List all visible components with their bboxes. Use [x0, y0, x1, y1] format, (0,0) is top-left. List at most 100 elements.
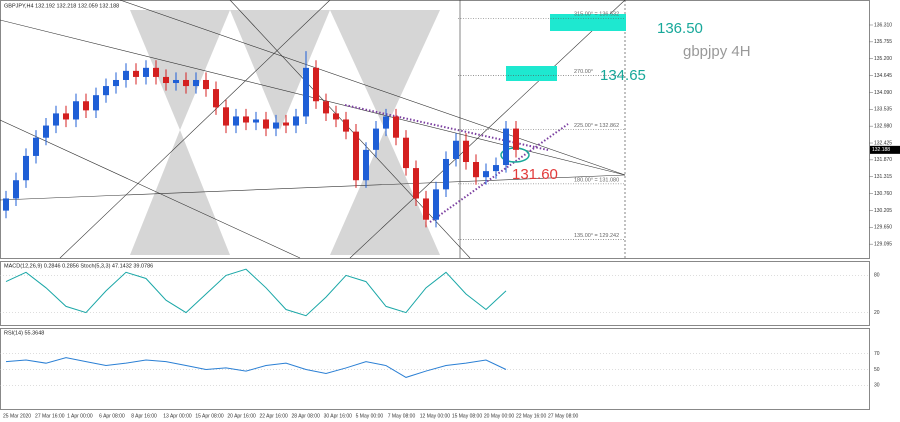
y-tick-label: 130.205 [874, 208, 892, 214]
y-tick-label: 132.980 [874, 123, 892, 129]
candle-body [133, 70, 139, 77]
fan-line [0, 174, 626, 201]
triangle [330, 10, 440, 130]
y-tick-label: 135.755 [874, 39, 892, 45]
candle-body [253, 119, 259, 123]
candle-body [33, 137, 39, 156]
y-tick-label: 129.095 [874, 242, 892, 248]
candle-body [203, 79, 209, 90]
candle-body [93, 95, 99, 111]
fan-line [0, 119, 301, 259]
candle-body [193, 79, 199, 87]
candle-body [223, 107, 229, 126]
candle-body [73, 101, 79, 120]
candle-body [303, 67, 309, 117]
trendlines [344, 104, 569, 223]
indicator-line [5, 268, 507, 317]
candle-body [473, 162, 479, 178]
x-tick-label: 22 Apr 16:00 [259, 413, 288, 419]
x-tick-label: 13 Apr 00:00 [163, 413, 192, 419]
candle-body [243, 116, 249, 123]
y-tick-label: 135.200 [874, 56, 892, 62]
y-tick-label: 132.425 [874, 140, 892, 146]
triangle [230, 10, 330, 130]
indicator-line [5, 357, 507, 378]
candle-body [493, 165, 499, 172]
candle-body [173, 79, 179, 84]
candle-body [393, 116, 399, 138]
candle-body [53, 113, 59, 126]
candle-body [123, 70, 129, 80]
x-tick-label: 15 Apr 08:00 [195, 413, 224, 419]
annotation: 134.65 [600, 67, 646, 84]
level-label: 135.00° = 129.242 [574, 233, 619, 239]
x-tick-label: 27 May 08:00 [548, 413, 579, 419]
candle-body [463, 140, 469, 163]
oscillator-pane [0, 261, 870, 326]
fan-line [229, 0, 471, 259]
candle-body [413, 168, 419, 199]
annotation: gbpjpy 4H [683, 43, 751, 60]
x-tick-label: 30 Apr 16:00 [324, 413, 353, 419]
fan-line [349, 0, 626, 259]
candle-body [363, 149, 369, 181]
level-label: 315.00° = 136.532 [574, 12, 619, 18]
candle-body [353, 131, 359, 181]
candle-body [373, 128, 379, 150]
x-tick-label: 12 May 00:00 [420, 413, 451, 419]
y-tick-label: 134.645 [874, 73, 892, 79]
candle-body [23, 155, 29, 181]
candle-body [343, 119, 349, 132]
candle-body [383, 116, 389, 129]
x-tick-label: 22 May 16:00 [516, 413, 547, 419]
y-tick-label: 80 [874, 273, 880, 279]
x-tick-label: 27 Mar 16:00 [35, 413, 65, 419]
last-price-box [870, 145, 900, 154]
triangle [330, 130, 440, 255]
candle-body [273, 122, 279, 129]
x-tick-label: 7 May 08:00 [388, 413, 416, 419]
x-tick-label: 15 May 08:00 [452, 413, 483, 419]
last-price: 132.188 [872, 147, 890, 153]
oscillator-title: MACD(12,26,9) 0.2846 0.2856 Stoch(5,3,3)… [4, 263, 153, 269]
x-tick-label: 20 May 00:00 [484, 413, 515, 419]
annotation: 136.50 [657, 20, 703, 37]
candle-body [443, 158, 449, 190]
candle-body [483, 171, 489, 178]
candle-body [13, 180, 19, 199]
y-tick-label: 20 [874, 310, 880, 316]
candle-body [103, 86, 109, 96]
fan-line [119, 0, 626, 176]
candle-body [163, 76, 169, 84]
main-pane [0, 0, 870, 259]
candle-body [43, 125, 49, 138]
candle-body [283, 122, 289, 126]
y-tick-label: 50 [874, 367, 880, 373]
candle-body [423, 198, 429, 220]
candle-body [263, 119, 269, 129]
level-label: 225.00° = 132.862 [574, 123, 619, 129]
fan-line [59, 0, 331, 259]
candle-body [213, 89, 219, 108]
rsi-title: RSI(14) 55.3648 [4, 330, 44, 336]
candle-body [403, 137, 409, 169]
candle-body [513, 128, 519, 150]
candle-body [143, 67, 149, 77]
level-label: 180.00° = 131.080 [574, 177, 619, 183]
candle-body [233, 116, 239, 126]
candle-body [503, 128, 509, 166]
x-tick-label: 20 Apr 16:00 [227, 413, 256, 419]
x-tick-label: 5 May 00:00 [356, 413, 384, 419]
x-tick-label: 25 Mar 2020 [3, 413, 31, 419]
y-tick-label: 129.650 [874, 225, 892, 231]
candle-body [453, 140, 459, 159]
candle-body [63, 113, 69, 120]
candle-body [3, 198, 9, 211]
y-tick-label: 130.760 [874, 191, 892, 197]
x-tick-label: 28 Apr 08:00 [292, 413, 321, 419]
y-tick-label: 30 [874, 383, 880, 389]
candle-body [293, 116, 299, 126]
annotation: 131.60 [512, 166, 558, 183]
y-tick-label: 70 [874, 351, 880, 357]
